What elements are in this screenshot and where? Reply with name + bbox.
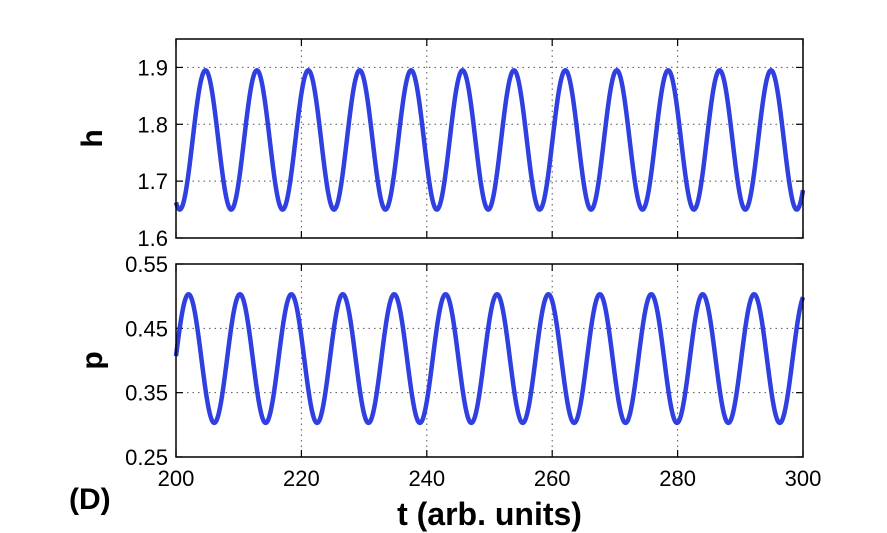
h-panel: 1.6 1.7 1.8 1.9 h xyxy=(76,38,806,251)
x-axis-label: t (arb. units) xyxy=(397,496,582,532)
p-grid xyxy=(176,264,803,457)
h-series-line xyxy=(173,68,806,212)
p-series-line xyxy=(173,291,806,426)
y-tick-label: 0.45 xyxy=(125,316,168,341)
p-panel: 0.25 0.35 0.45 0.55 200 220 240 260 280 300 p t … xyxy=(76,252,821,532)
x-tick-label: 200 xyxy=(158,466,195,491)
y-tick-label: 0.55 xyxy=(125,252,168,277)
p-ytick-labels: 0.25 0.35 0.45 0.55 xyxy=(125,252,168,470)
y-tick-label: 1.6 xyxy=(137,226,168,251)
x-tick-label: 240 xyxy=(408,466,445,491)
p-xtick-labels: 200 220 240 260 280 300 xyxy=(158,466,822,491)
h-axes-frame xyxy=(175,38,804,239)
h-grid xyxy=(176,39,803,238)
p-ticks xyxy=(175,263,804,458)
h-axis-label: h xyxy=(76,129,109,147)
p-axis-label: p xyxy=(76,351,109,369)
x-tick-label: 280 xyxy=(659,466,696,491)
y-tick-label: 1.8 xyxy=(137,112,168,137)
y-tick-label: 1.9 xyxy=(137,55,168,80)
x-tick-label: 300 xyxy=(785,466,822,491)
x-tick-label: 260 xyxy=(534,466,571,491)
x-tick-label: 220 xyxy=(283,466,320,491)
h-ytick-labels: 1.6 1.7 1.8 1.9 xyxy=(137,55,168,251)
y-tick-label: 0.35 xyxy=(125,381,168,406)
y-tick-label: 0.25 xyxy=(125,445,168,470)
p-axes-frame xyxy=(175,263,804,458)
y-tick-label: 1.7 xyxy=(137,169,168,194)
panel-label: (D) xyxy=(69,483,111,516)
